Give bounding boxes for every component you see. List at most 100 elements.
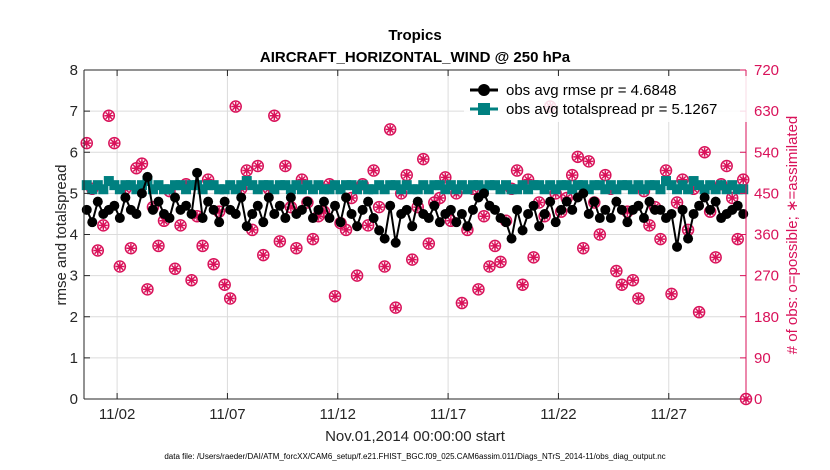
- obs-assimilated-marker: [667, 289, 677, 299]
- obs-assimilated-marker: [93, 245, 103, 255]
- totalspread-point: [158, 184, 169, 195]
- totalspread-point: [341, 180, 352, 191]
- obs-assimilated-marker: [286, 202, 296, 212]
- totalspread-point: [661, 176, 672, 187]
- obs-assimilated-marker: [269, 111, 279, 121]
- totalspread-point: [175, 180, 186, 191]
- obs-assimilated-marker: [242, 166, 252, 176]
- totalspread-point: [136, 180, 147, 191]
- obs-count-point: [610, 264, 623, 278]
- totalspread-point: [539, 184, 550, 195]
- obs-assimilated-marker: [683, 225, 693, 235]
- rmse-point: [567, 204, 578, 215]
- rmse-point: [330, 200, 341, 211]
- axes: 0 1 2 3 4 5 6 7 8 0 90 180 270 360 450 540 630 720 11/02 11…: [70, 62, 779, 423]
- totalspread-point: [672, 184, 683, 195]
- obs-possible-marker: [582, 155, 596, 168]
- obs-count-point: [273, 235, 287, 248]
- rmse-point: [517, 225, 528, 236]
- totalspread-point: [633, 180, 644, 191]
- obs-possible-marker: [433, 191, 447, 205]
- obs-possible-marker: [196, 239, 209, 253]
- totalspread-point: [307, 184, 318, 195]
- totalspread-point: [335, 184, 346, 195]
- obs-assimilated-marker: [324, 179, 334, 189]
- totalspread-point: [280, 180, 291, 191]
- totalspread-point: [501, 180, 512, 191]
- obs-count-point: [97, 219, 110, 232]
- legend-spread-marker: [478, 103, 490, 115]
- obs-assimilated-marker: [137, 159, 147, 169]
- obs-assimilated-marker: [374, 202, 384, 212]
- y-tick-label: 7: [70, 103, 78, 120]
- obs-possible-marker: [417, 152, 430, 166]
- obs-possible-marker: [124, 241, 138, 255]
- obs-possible-marker: [273, 235, 287, 248]
- obs-count-point: [400, 168, 413, 182]
- obs-count-point: [510, 164, 524, 177]
- totalspread-point: [87, 184, 98, 195]
- obs-assimilated-marker: [490, 241, 500, 251]
- obs-count-point: [433, 191, 447, 205]
- obs-possible-marker: [698, 146, 711, 159]
- obs-assimilated-marker: [694, 307, 704, 317]
- rmse-point: [605, 213, 616, 224]
- obs-assimilated-marker: [176, 220, 186, 230]
- obs-possible-marker: [80, 136, 94, 150]
- obs-assimilated-marker: [622, 207, 632, 217]
- y-right-tick-label: 270: [754, 268, 779, 285]
- y-tick-label: 2: [70, 309, 78, 326]
- rmse-point: [363, 196, 374, 207]
- rmse-point: [208, 204, 219, 215]
- obs-assimilated-marker: [115, 261, 125, 271]
- chart-subtitle: AIRCRAFT_HORIZONTAL_WIND @ 250 hPa: [260, 49, 571, 66]
- totalspread-point: [688, 176, 699, 187]
- totalspread-point: [545, 180, 556, 191]
- rmse-point: [186, 208, 197, 219]
- rmse-point: [120, 192, 131, 203]
- obs-count-point: [731, 232, 744, 246]
- obs-count-point: [290, 241, 303, 255]
- obs-count-point: [218, 278, 231, 292]
- rmse-point: [374, 225, 385, 236]
- obs-assimilated-marker: [534, 198, 544, 208]
- obs-count-point: [361, 219, 375, 232]
- obs-assimilated-marker: [567, 170, 577, 180]
- obs-assimilated-marker: [578, 243, 588, 253]
- rmse-point: [357, 204, 368, 215]
- rmse-point: [401, 204, 412, 215]
- totalspread-point: [666, 180, 677, 191]
- obs-assimilated-marker: [203, 175, 213, 185]
- obs-count-point: [207, 257, 220, 271]
- obs-assimilated-marker: [363, 220, 373, 230]
- obs-assimilated-marker: [153, 241, 163, 251]
- totalspread-point: [385, 180, 396, 191]
- totalspread-point: [550, 184, 561, 195]
- obs-possible-marker: [483, 260, 496, 273]
- x-tick-label: 11/12: [320, 406, 356, 423]
- totalspread-point: [302, 180, 313, 191]
- obs-count-point: [626, 273, 640, 287]
- rmse-point: [241, 221, 252, 232]
- obs-count-point: [141, 283, 154, 296]
- obs-assimilated-marker: [341, 225, 351, 235]
- totalspread-point: [208, 180, 219, 191]
- legend-box: [464, 76, 754, 122]
- obs-count-point: [113, 260, 127, 273]
- obs-possible-marker: [251, 159, 265, 173]
- y-axis-label: rmse and totalspread: [53, 165, 70, 306]
- rmse-point: [192, 167, 203, 178]
- obs-possible-marker: [218, 278, 231, 292]
- rmse-point: [407, 221, 418, 232]
- rmse-point: [489, 204, 500, 215]
- obs-possible-marker: [720, 159, 733, 173]
- rmse-point: [203, 196, 214, 207]
- totalspread-point: [589, 180, 600, 191]
- obs-possible-marker: [361, 219, 375, 232]
- obs-assimilated-marker: [672, 198, 682, 208]
- y-right-tick-label: 720: [754, 62, 779, 79]
- totalspread-point: [230, 184, 241, 195]
- obs-count-point: [339, 223, 353, 237]
- legend-spread-label: obs avg totalspread pr = 5.1267: [506, 101, 717, 118]
- rmse-point: [92, 196, 103, 207]
